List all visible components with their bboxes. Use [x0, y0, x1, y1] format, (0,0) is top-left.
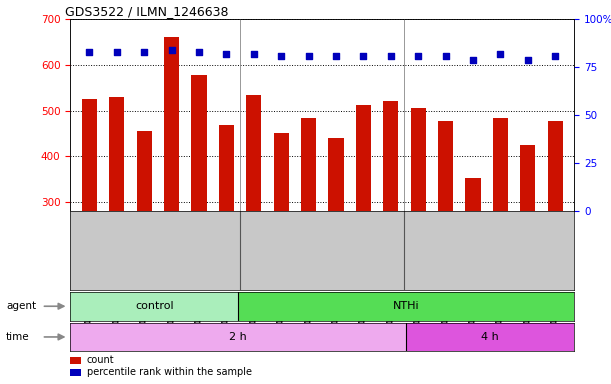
Bar	[411, 108, 426, 211]
Point	[304, 53, 313, 59]
Text: count: count	[87, 356, 114, 366]
Point	[84, 49, 94, 55]
Bar	[137, 131, 152, 211]
Point	[139, 49, 149, 55]
Text: 2 h: 2 h	[229, 332, 247, 342]
Text: 4 h: 4 h	[481, 332, 499, 342]
Bar	[191, 75, 207, 211]
Bar	[383, 101, 398, 211]
Point	[523, 56, 533, 63]
Bar	[70, 323, 406, 351]
Bar	[520, 145, 535, 211]
Text: agent: agent	[6, 301, 36, 311]
Point	[194, 49, 204, 55]
Point	[386, 53, 396, 59]
Point	[551, 53, 560, 59]
Bar	[356, 105, 371, 211]
Text: NTHi: NTHi	[393, 301, 420, 311]
Point	[468, 56, 478, 63]
Bar	[466, 178, 480, 211]
Text: time: time	[6, 332, 30, 342]
Point	[413, 53, 423, 59]
Point	[441, 53, 450, 59]
Bar	[274, 134, 289, 211]
Bar	[493, 118, 508, 211]
Bar	[70, 292, 238, 321]
Bar	[109, 97, 125, 211]
Bar	[219, 125, 234, 211]
Bar	[70, 357, 81, 364]
Point	[496, 51, 505, 57]
Text: GDS3522 / ILMN_1246638: GDS3522 / ILMN_1246638	[65, 5, 229, 18]
Bar	[70, 369, 81, 376]
Text: percentile rank within the sample: percentile rank within the sample	[87, 367, 252, 377]
Bar	[301, 118, 316, 211]
Text: control: control	[135, 301, 174, 311]
Bar	[547, 121, 563, 211]
Bar	[82, 99, 97, 211]
Point	[222, 51, 232, 57]
Point	[167, 47, 177, 53]
Bar	[246, 94, 262, 211]
Bar	[438, 121, 453, 211]
Point	[249, 51, 258, 57]
Point	[331, 53, 341, 59]
Point	[112, 49, 122, 55]
Point	[276, 53, 286, 59]
Point	[359, 53, 368, 59]
Bar	[329, 138, 343, 211]
Bar	[164, 38, 179, 211]
